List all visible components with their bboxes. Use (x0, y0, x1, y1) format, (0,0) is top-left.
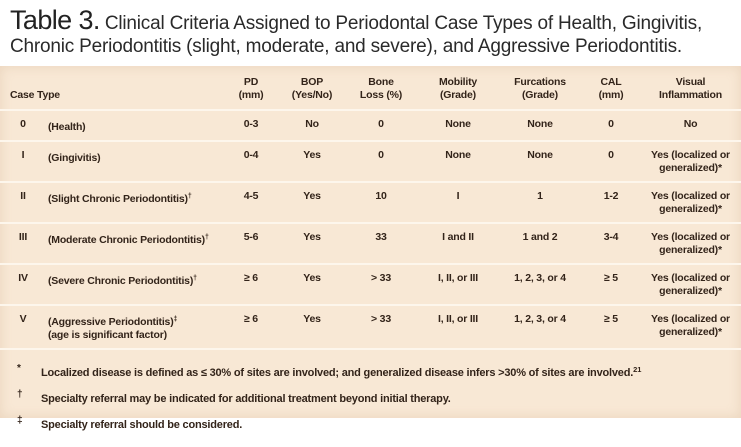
cell-pd: 4-5 (243, 190, 259, 202)
table-row-gingivitis: I (Gingivitis) 0-4 Yes 0 None None 0 Yes… (0, 140, 741, 181)
cell-bop: Yes (303, 149, 321, 161)
footnote-text: Specialty referral may be indicated for … (41, 393, 451, 405)
cell-bone-loss: 0 (378, 118, 384, 130)
cell-cal: 1-2 (603, 190, 619, 202)
cell-mobility: None (445, 149, 471, 161)
dagger-marker: † (17, 389, 23, 400)
cell-cal: 0 (608, 118, 614, 130)
double-dagger-marker: ‡ (17, 415, 23, 426)
footnote-marker: † (193, 275, 198, 282)
case-label: (Gingivitis) (48, 152, 101, 164)
cell-bone-loss: > 33 (371, 313, 391, 325)
table-row-aggressive: V (Aggressive Periodontitis)‡ (age is sig… (0, 304, 741, 348)
case-label: (Moderate Chronic Periodontitis)† (48, 234, 209, 246)
cell-visual-inflammation: Yes (localized or generalized)* (651, 272, 730, 297)
footnote-specialty-referral-indicated: † Specialty referral may be indicated fo… (10, 389, 729, 406)
case-label: (Health) (48, 121, 86, 133)
cell-cal: 0 (608, 149, 614, 161)
cell-case-type: IV (Severe Chronic Periodontitis)† (0, 272, 222, 288)
cell-mobility: I and II (442, 231, 474, 243)
footnote-marker: † (204, 234, 209, 241)
cell-pd: 0-3 (243, 118, 259, 130)
table-row-slight-chronic: II (Slight Chronic Periodontitis)† 4-5 Y… (0, 181, 741, 222)
table-number-label: Table 3. (10, 5, 100, 35)
cell-mobility: I, II, or III (438, 272, 478, 284)
case-numeral: V (19, 313, 27, 325)
cell-case-type: I (Gingivitis) (0, 149, 222, 165)
cell-pd: 5-6 (243, 231, 259, 243)
cell-bone-loss: 0 (378, 149, 384, 161)
cell-furcations: 1 and 2 (522, 231, 558, 243)
cell-visual-inflammation: No (683, 118, 698, 130)
footnote-text: Localized disease is defined as ≤ 30% of… (41, 367, 634, 379)
cell-bone-loss: 10 (375, 190, 387, 202)
table-row-moderate-chronic: III (Moderate Chronic Periodontitis)† 5-… (0, 222, 741, 263)
cell-pd: 0-4 (243, 149, 259, 161)
asterisk-marker: * (17, 363, 21, 374)
footnote-text: Specialty referral should be considered. (41, 419, 243, 431)
cell-bop: Yes (303, 231, 321, 243)
cell-furcations: None (527, 118, 553, 130)
cell-cal: 3-4 (603, 231, 619, 243)
cell-bone-loss: 33 (375, 231, 387, 243)
cell-bop: No (305, 118, 319, 130)
cell-furcations: 1 (537, 190, 543, 202)
cell-cal: ≥ 5 (604, 313, 618, 325)
case-label: (Aggressive Periodontitis)‡ (age is signi… (48, 316, 178, 341)
case-numeral: I (21, 149, 25, 161)
cell-furcations: 1, 2, 3, or 4 (514, 313, 566, 325)
cell-cal: ≥ 5 (604, 272, 618, 284)
criteria-table: Case Type PD (mm) BOP (Yes/No) Bone Loss… (0, 66, 741, 431)
footnote-localized-disease: * Localized disease is defined as ≤ 30% … (10, 363, 729, 380)
table-row-health: 0 (Health) 0-3 No 0 None None 0 No (0, 111, 741, 140)
case-numeral: II (20, 190, 26, 202)
column-header-mobility: Mobility (Grade) (438, 76, 478, 101)
cell-mobility: None (445, 118, 471, 130)
cell-mobility: I (456, 190, 460, 202)
cell-visual-inflammation: Yes (localized or generalized)* (651, 149, 730, 174)
case-numeral: 0 (20, 118, 26, 130)
table-header-row: Case Type PD (mm) BOP (Yes/No) Bone Loss… (0, 66, 741, 111)
cell-visual-inflammation: Yes (localized or generalized)* (651, 231, 730, 256)
column-header-cal: CAL (mm) (598, 76, 624, 101)
cell-case-type: V (Aggressive Periodontitis)‡ (age is sig… (0, 313, 222, 342)
footnotes: * Localized disease is defined as ≤ 30% … (0, 348, 741, 432)
footnote-specialty-referral-considered: ‡ Specialty referral should be considere… (10, 415, 729, 432)
cell-bone-loss: > 33 (371, 272, 391, 284)
column-header-case-type: Case Type (10, 89, 60, 101)
cell-pd: ≥ 6 (244, 272, 258, 284)
case-numeral: III (18, 231, 28, 243)
case-numeral: IV (18, 272, 28, 284)
cell-furcations: 1, 2, 3, or 4 (514, 272, 566, 284)
column-header-bop: BOP (Yes/No) (291, 76, 333, 101)
cell-bop: Yes (303, 313, 321, 325)
cell-case-type: III (Moderate Chronic Periodontitis)† (0, 231, 222, 247)
column-header-bone-loss: Bone Loss (%) (359, 76, 403, 101)
column-header-visual-inflammation: Visual Inflammation (659, 76, 722, 101)
case-label: (Severe Chronic Periodontitis)† (48, 275, 198, 287)
table-caption: Clinical Criteria Assigned to Periodonta… (10, 13, 703, 57)
cell-visual-inflammation: Yes (localized or generalized)* (651, 313, 730, 338)
cell-mobility: I, II, or III (438, 313, 478, 325)
column-header-pd: PD (mm) (238, 76, 264, 101)
cell-furcations: None (527, 149, 553, 161)
column-header-furcations: Furcations (Grade) (514, 76, 566, 101)
cell-bop: Yes (303, 272, 321, 284)
footnote-marker: † (187, 193, 192, 200)
table-title: Table 3. Clinical Criteria Assigned to P… (0, 0, 730, 58)
reference-number: 21 (633, 365, 642, 374)
cell-case-type: II (Slight Chronic Periodontitis)† (0, 190, 222, 206)
cell-visual-inflammation: Yes (localized or generalized)* (651, 190, 730, 215)
cell-bop: Yes (303, 190, 321, 202)
case-label: (Slight Chronic Periodontitis)† (48, 193, 192, 205)
footnote-marker: ‡ (173, 316, 178, 323)
cell-case-type: 0 (Health) (0, 118, 222, 134)
table-row-severe-chronic: IV (Severe Chronic Periodontitis)† ≥ 6 Y… (0, 263, 741, 304)
cell-pd: ≥ 6 (244, 313, 258, 325)
